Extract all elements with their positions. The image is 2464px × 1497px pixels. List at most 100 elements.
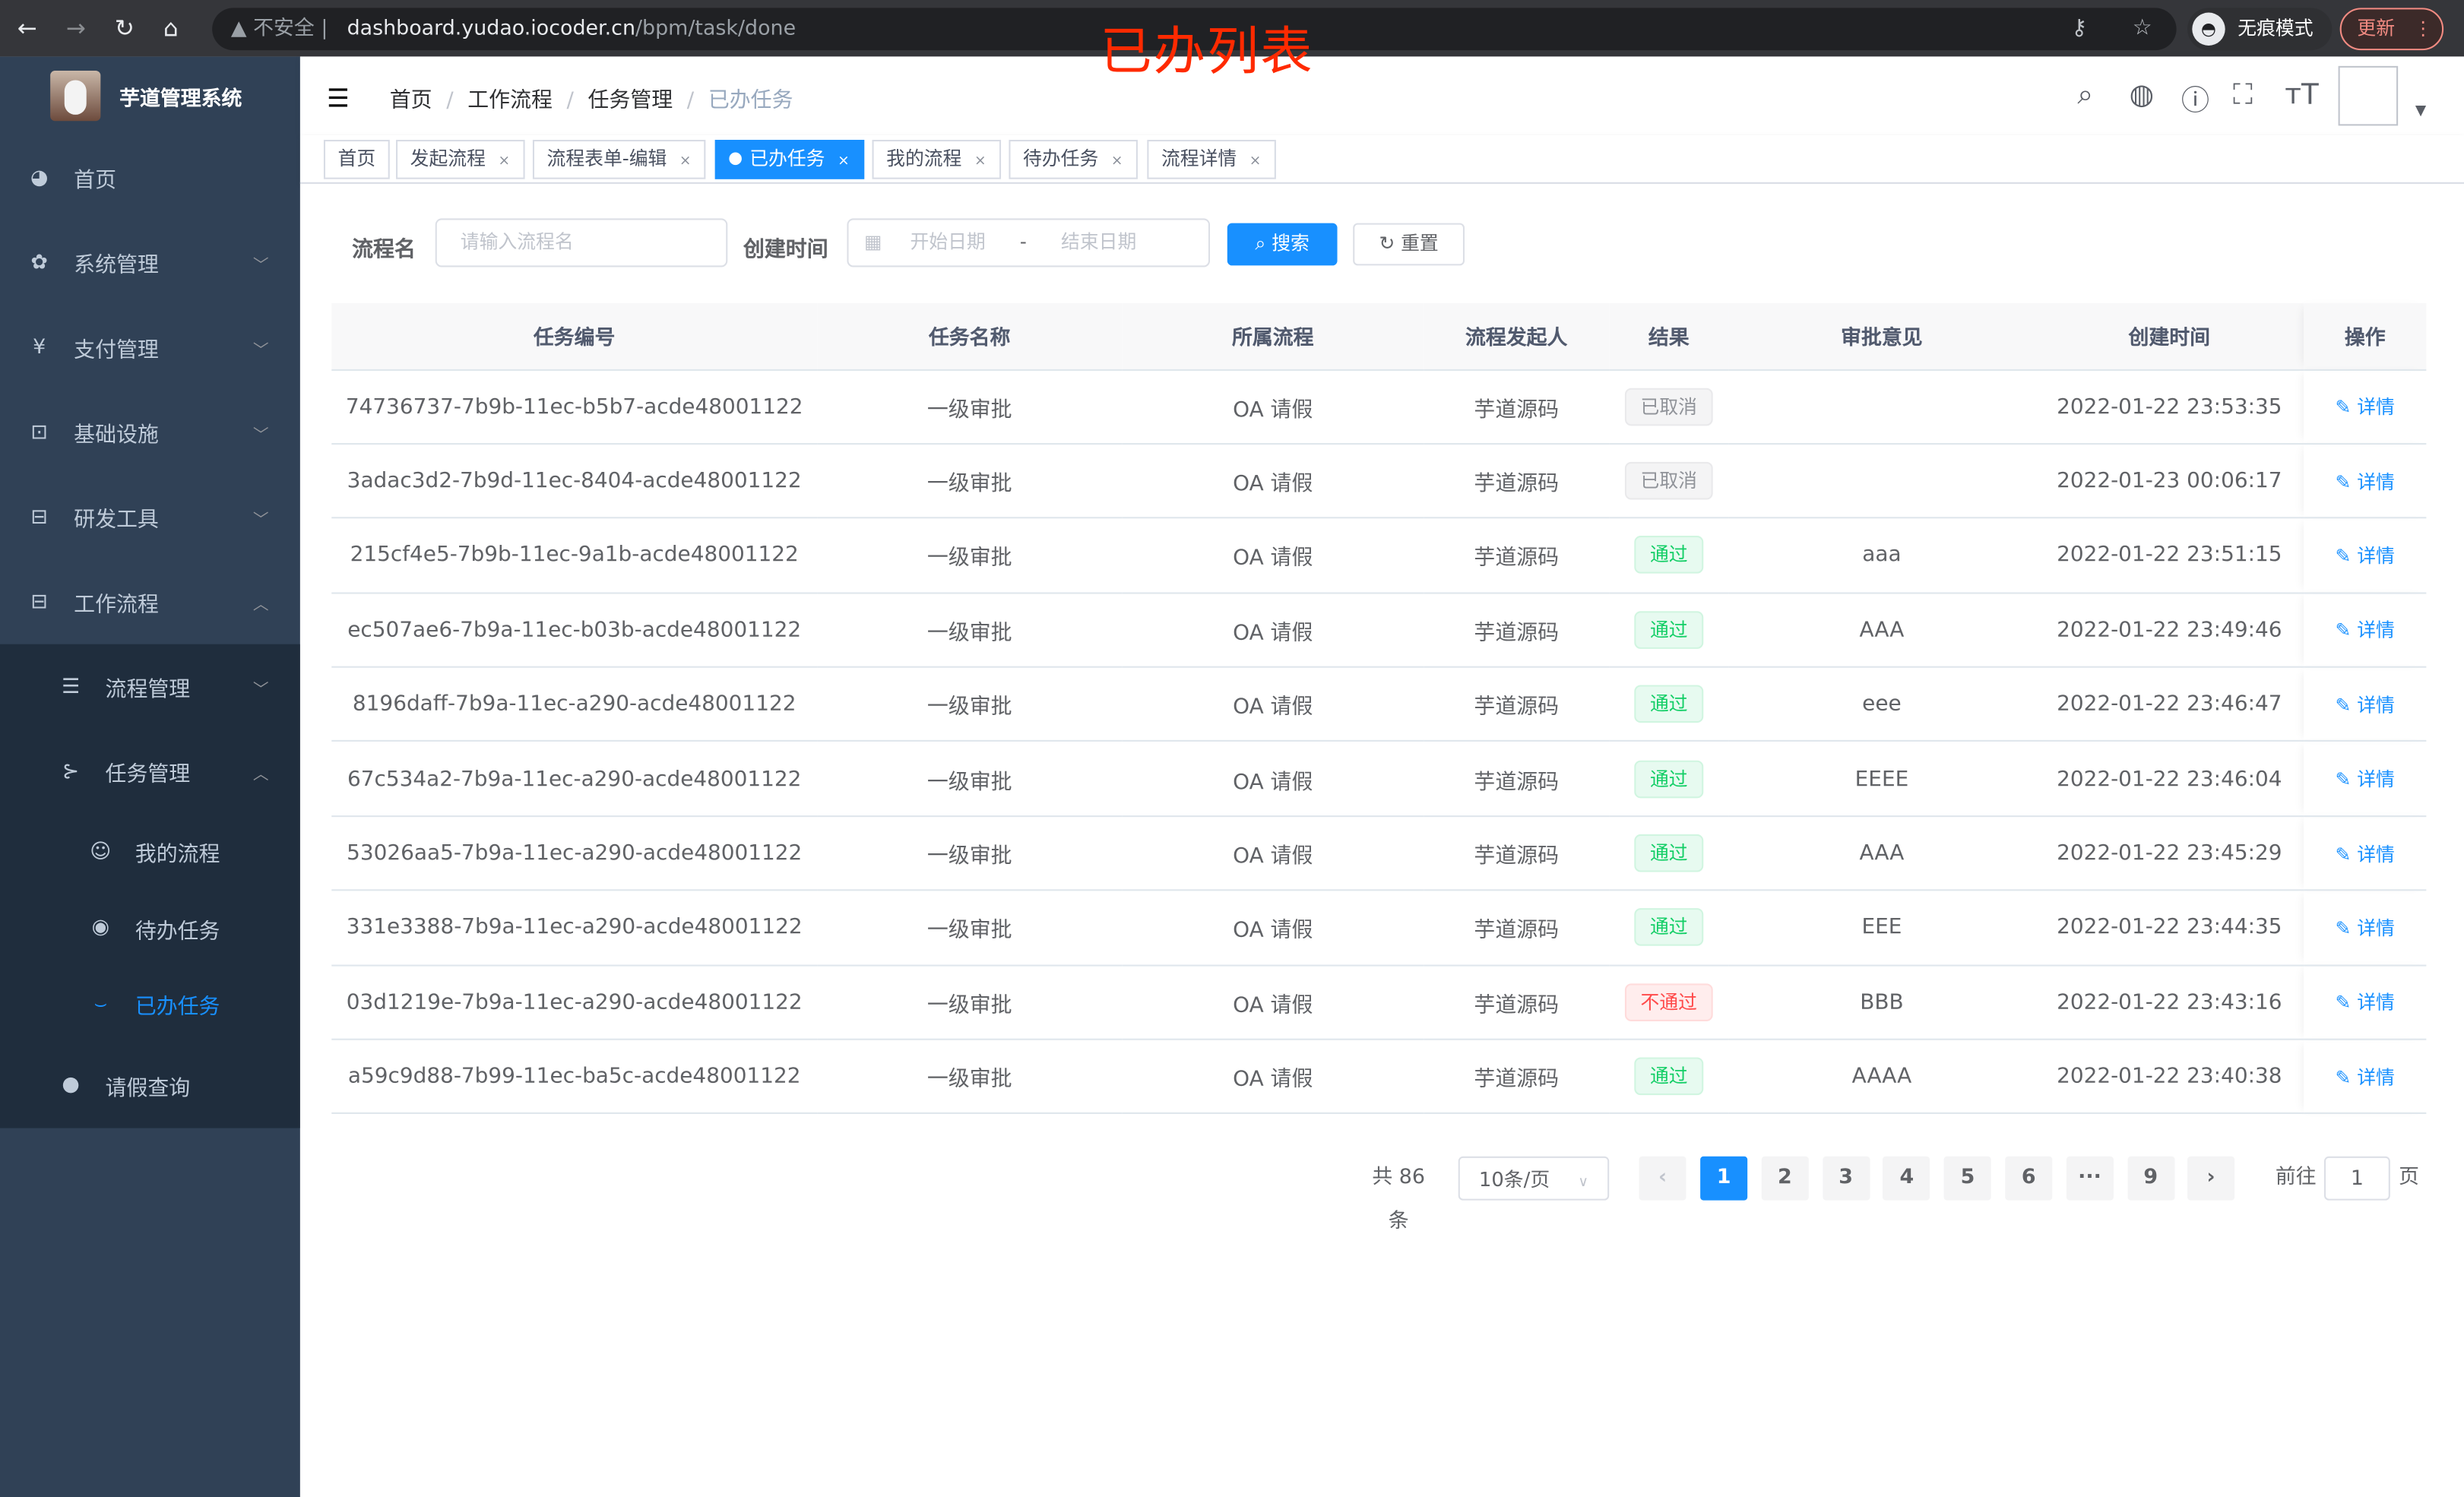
avatar[interactable]: [2338, 65, 2399, 126]
status-badge: 通过: [1634, 908, 1704, 947]
tag-label: 流程表单-编辑: [546, 147, 667, 170]
result-cell: 通过: [1609, 666, 1729, 742]
table-row: a59c9d88-7b99-11ec-ba5c-acde48001122 一级审…: [331, 1039, 2427, 1115]
prev-page-button[interactable]: ‹: [1639, 1156, 1686, 1201]
home-icon[interactable]: ⌂: [163, 14, 179, 43]
edit-icon: ✎: [2335, 619, 2358, 642]
detail-label: 详情: [2357, 843, 2395, 866]
page-button[interactable]: 3: [1822, 1156, 1870, 1201]
task-name: 一级审批: [817, 741, 1123, 817]
detail-button[interactable]: ✎ 详情: [2336, 843, 2395, 865]
range-separator: -: [1019, 230, 1027, 253]
star-icon[interactable]: ☆: [2132, 15, 2152, 41]
tag-3[interactable]: 已办任务 ×: [714, 140, 864, 179]
close-icon[interactable]: ×: [974, 153, 987, 170]
process-name-input[interactable]: 请输入流程名: [435, 218, 728, 267]
sidebar-item-2[interactable]: ¥ 支付管理 ﹀: [0, 305, 300, 390]
logo[interactable]: 芋道管理系统: [0, 56, 300, 135]
process-name: OA 请假: [1122, 964, 1424, 1040]
tag-0[interactable]: 首页: [323, 140, 390, 179]
page-button[interactable]: 9: [2127, 1156, 2174, 1201]
incognito-icon: ◓: [2192, 12, 2225, 46]
detail-button[interactable]: ✎ 详情: [2336, 694, 2395, 716]
sidebar-item-6[interactable]: ☰ 流程管理 ﹀: [0, 644, 300, 730]
close-icon[interactable]: ×: [1249, 153, 1262, 170]
detail-button[interactable]: ✎ 详情: [2336, 992, 2395, 1014]
caret-down-icon[interactable]: ▼: [2415, 103, 2427, 120]
page-button[interactable]: 1: [1700, 1156, 1748, 1201]
tag-2[interactable]: 流程表单-编辑 ×: [532, 140, 706, 179]
detail-button[interactable]: ✎ 详情: [2336, 917, 2395, 939]
sidebar-item-9[interactable]: ◉ 待办任务: [0, 890, 300, 966]
result-cell: 通过: [1609, 741, 1729, 817]
detail-button[interactable]: ✎ 详情: [2336, 619, 2395, 641]
help-icon[interactable]: ⓘ: [2181, 84, 2210, 119]
page-button[interactable]: 6: [2005, 1156, 2053, 1201]
incognito-badge[interactable]: ◓ 无痕模式: [2187, 8, 2333, 51]
fullscreen-icon[interactable]: ⛶: [2233, 78, 2253, 112]
task-name: 一级审批: [817, 815, 1123, 891]
page-button[interactable]: 4: [1883, 1156, 1930, 1201]
back-icon[interactable]: ←: [17, 14, 37, 43]
goto-page-input[interactable]: 1: [2323, 1156, 2390, 1201]
detail-button[interactable]: ✎ 详情: [2336, 545, 2395, 567]
hamburger-icon[interactable]: ☰: [327, 83, 350, 113]
search-button[interactable]: ⌕ 搜索: [1227, 223, 1338, 266]
detail-button[interactable]: ✎ 详情: [2336, 470, 2395, 492]
tag-label: 已办任务: [749, 147, 825, 170]
close-icon[interactable]: ×: [838, 153, 850, 170]
date-range-picker[interactable]: ▦ 开始日期 - 结束日期: [847, 218, 1211, 267]
detail-label: 详情: [2357, 545, 2395, 568]
task-icon: ⊱: [62, 759, 80, 783]
reset-button[interactable]: ↻ 重置: [1353, 223, 1465, 266]
tag-4[interactable]: 我的流程 ×: [872, 140, 1001, 179]
reload-icon[interactable]: ↻: [114, 14, 135, 43]
close-icon[interactable]: ×: [1110, 153, 1123, 170]
url-path: /bpm/task/done: [635, 17, 797, 41]
start-date-input[interactable]: 开始日期: [910, 230, 986, 253]
tag-1[interactable]: 发起流程 ×: [396, 140, 524, 179]
page-button[interactable]: 2: [1761, 1156, 1809, 1201]
end-date-input[interactable]: 结束日期: [1061, 230, 1137, 253]
sidebar-item-7[interactable]: ⊱ 任务管理 ︿: [0, 729, 300, 814]
tag-6[interactable]: 流程详情 ×: [1147, 140, 1275, 179]
page-button[interactable]: 5: [1944, 1156, 1992, 1201]
forward-icon[interactable]: →: [65, 14, 86, 43]
create-time: 2022-01-22 23:45:29: [2035, 815, 2304, 891]
breadcrumb: 首页 / 工作流程 / 任务管理 / 已办任务: [389, 87, 793, 113]
font-size-icon[interactable]: ᴛT: [2285, 78, 2319, 112]
tag-label: 待办任务: [1023, 147, 1099, 170]
comment: BBB: [1728, 964, 2035, 1040]
sidebar-item-10[interactable]: ⌣ 已办任务: [0, 967, 300, 1043]
task-id: ec507ae6-7b9a-11ec-b03b-acde48001122: [331, 592, 818, 668]
page-size-select[interactable]: 10条/页 ∨: [1458, 1156, 1610, 1201]
sidebar-item-3[interactable]: ⊡ 基础设施 ﹀: [0, 390, 300, 475]
robot-icon: ☺: [90, 840, 112, 864]
starter: 芋道源码: [1424, 517, 1610, 593]
detail-button[interactable]: ✎ 详情: [2336, 768, 2395, 790]
monitor-icon: ⊡: [30, 420, 48, 445]
sidebar-item-11[interactable]: ● 请假查询: [0, 1043, 300, 1128]
tag-5[interactable]: 待办任务 ×: [1009, 140, 1138, 179]
page-unit: 页: [2399, 1166, 2420, 1190]
comment: EEE: [1728, 890, 2035, 966]
create-time: 2022-01-22 23:46:04: [2035, 741, 2304, 817]
search-icon[interactable]: ⌕: [2077, 78, 2094, 112]
address-bar[interactable]: ▲ 不安全 | dashboard.yudao.iocoder.cn/bpm/t…: [212, 8, 2177, 51]
key-icon[interactable]: ⚷: [2071, 15, 2088, 41]
sidebar-item-5[interactable]: ⊟ 工作流程 ︿: [0, 559, 300, 644]
next-page-button[interactable]: ›: [2187, 1156, 2235, 1201]
close-icon[interactable]: ×: [498, 153, 511, 170]
sidebar-item-8[interactable]: ☺ 我的流程: [0, 814, 300, 890]
sidebar-item-0[interactable]: ◕ 首页: [0, 135, 300, 220]
sidebar-item-1[interactable]: ✿ 系统管理 ﹀: [0, 220, 300, 305]
detail-button[interactable]: ✎ 详情: [2336, 396, 2395, 418]
breadcrumb-item[interactable]: 首页: [389, 87, 432, 113]
search-icon: ⌕: [1255, 233, 1272, 255]
page-button[interactable]: ···: [2066, 1156, 2114, 1201]
detail-button[interactable]: ✎ 详情: [2336, 1066, 2395, 1088]
github-icon[interactable]: ◍: [2129, 78, 2155, 112]
sidebar-item-4[interactable]: ⊟ 研发工具 ﹀: [0, 474, 300, 559]
update-button[interactable]: 更新 ⋮: [2339, 8, 2444, 51]
close-icon[interactable]: ×: [679, 153, 692, 170]
